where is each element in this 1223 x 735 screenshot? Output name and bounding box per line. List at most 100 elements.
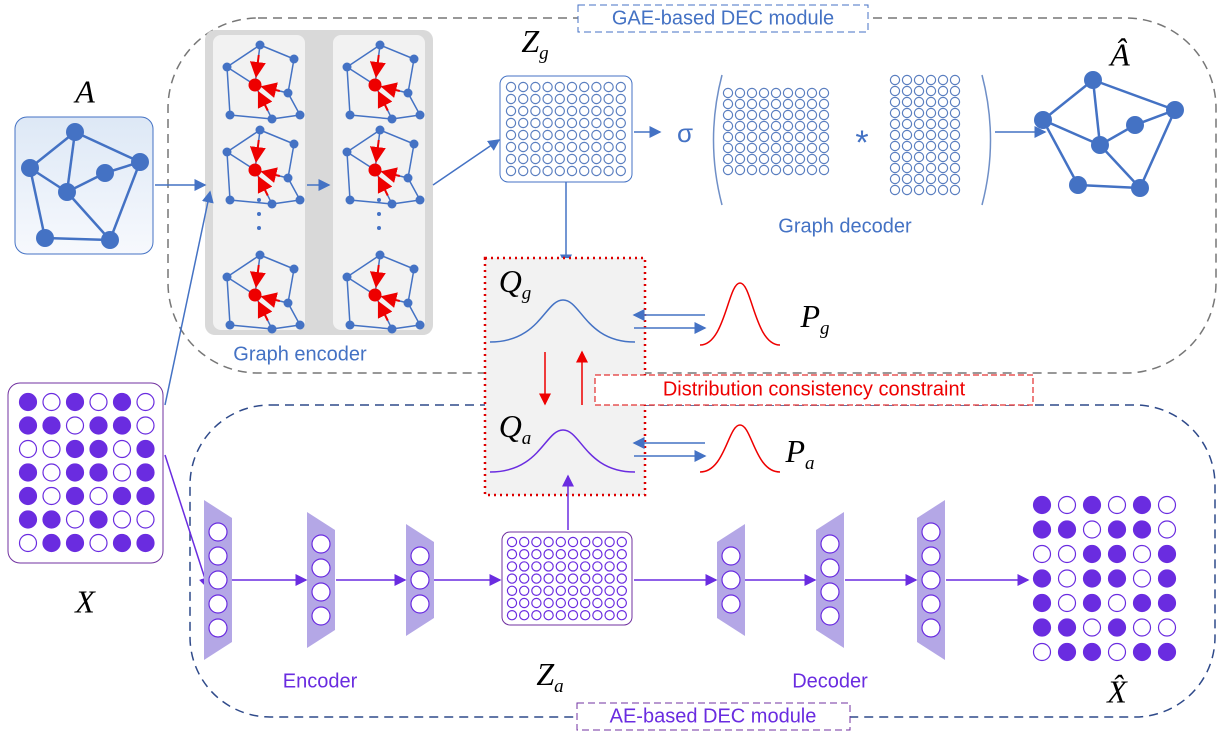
cell: [506, 166, 515, 175]
cell: [137, 535, 154, 552]
cell: [1059, 644, 1076, 661]
cell: [137, 464, 154, 481]
cell: [1109, 521, 1126, 538]
cell: [605, 562, 614, 571]
node: [21, 159, 39, 177]
cell: [555, 94, 564, 103]
cell: [506, 154, 515, 163]
cell: [890, 141, 899, 150]
cell: [771, 88, 780, 97]
cell: [604, 154, 613, 163]
cell: [114, 488, 131, 505]
cell: [568, 598, 577, 607]
node: [96, 164, 114, 182]
cell: [604, 118, 613, 127]
cell: [1134, 570, 1151, 587]
cell: [604, 142, 613, 151]
cell: [1034, 497, 1051, 514]
cell: [519, 82, 528, 91]
cell: [531, 106, 540, 115]
cell: [771, 110, 780, 119]
edge: [1043, 120, 1100, 145]
latent-graph-matrix: [500, 76, 632, 182]
symbol: P: [784, 433, 805, 469]
cell: [520, 598, 529, 607]
ellipsis-dot: [257, 226, 261, 230]
cell: [747, 110, 756, 119]
cell: [747, 99, 756, 108]
cell: [568, 611, 577, 620]
cell: [581, 562, 590, 571]
latent-ae-label: Za: [536, 656, 563, 697]
cell: [555, 166, 564, 175]
cell: [819, 99, 828, 108]
decoder-label: Decoder: [792, 670, 868, 692]
cell: [604, 166, 613, 175]
reconstructed-feature-matrix: [1034, 497, 1176, 661]
node: [268, 200, 277, 209]
cell: [506, 130, 515, 139]
node: [296, 196, 305, 205]
cell: [914, 174, 923, 183]
node: [410, 55, 419, 64]
neuron: [922, 547, 940, 565]
neuron: [312, 607, 330, 625]
neuron: [411, 547, 429, 565]
cell: [914, 108, 923, 117]
node: [410, 265, 419, 274]
focus-node: [369, 79, 382, 92]
cell: [520, 537, 529, 546]
cell: [902, 108, 911, 117]
neuron: [922, 523, 940, 541]
neuron: [821, 559, 839, 577]
cell: [580, 106, 589, 115]
cell: [950, 86, 959, 95]
focus-node: [249, 79, 262, 92]
cell: [592, 166, 601, 175]
subscript: g: [539, 43, 549, 64]
cell: [137, 441, 154, 458]
node: [346, 111, 355, 120]
cell: [90, 464, 107, 481]
latent-graph-label: Zg: [521, 23, 548, 64]
cell: [783, 88, 792, 97]
cell: [519, 166, 528, 175]
neuron: [209, 547, 227, 565]
cell: [1134, 546, 1151, 563]
node: [284, 174, 293, 183]
cell: [926, 163, 935, 172]
cell: [902, 75, 911, 84]
cell: [1134, 595, 1151, 612]
cell: [938, 108, 947, 117]
cell: [1109, 619, 1126, 636]
cell: [43, 441, 60, 458]
cell: [1134, 521, 1151, 538]
cell: [520, 586, 529, 595]
cell: [1109, 497, 1126, 514]
neuron: [922, 595, 940, 613]
cell: [519, 154, 528, 163]
cell: [568, 574, 577, 583]
cell: [938, 130, 947, 139]
cell: [593, 550, 602, 559]
cell: [950, 130, 959, 139]
cell: [819, 132, 828, 141]
cell: [890, 174, 899, 183]
cell: [567, 94, 576, 103]
subscript: g: [820, 318, 830, 339]
cell: [1084, 521, 1101, 538]
cell: [567, 154, 576, 163]
cell: [137, 394, 154, 411]
cell: [604, 130, 613, 139]
cell: [604, 106, 613, 115]
cell: [926, 97, 935, 106]
p-graph-label: Pg: [799, 298, 829, 339]
node: [223, 273, 232, 282]
cell: [807, 165, 816, 174]
cell: [520, 562, 529, 571]
cell: [617, 562, 626, 571]
cell: [43, 417, 60, 434]
node: [1091, 136, 1109, 154]
cell: [747, 154, 756, 163]
node: [410, 140, 419, 149]
